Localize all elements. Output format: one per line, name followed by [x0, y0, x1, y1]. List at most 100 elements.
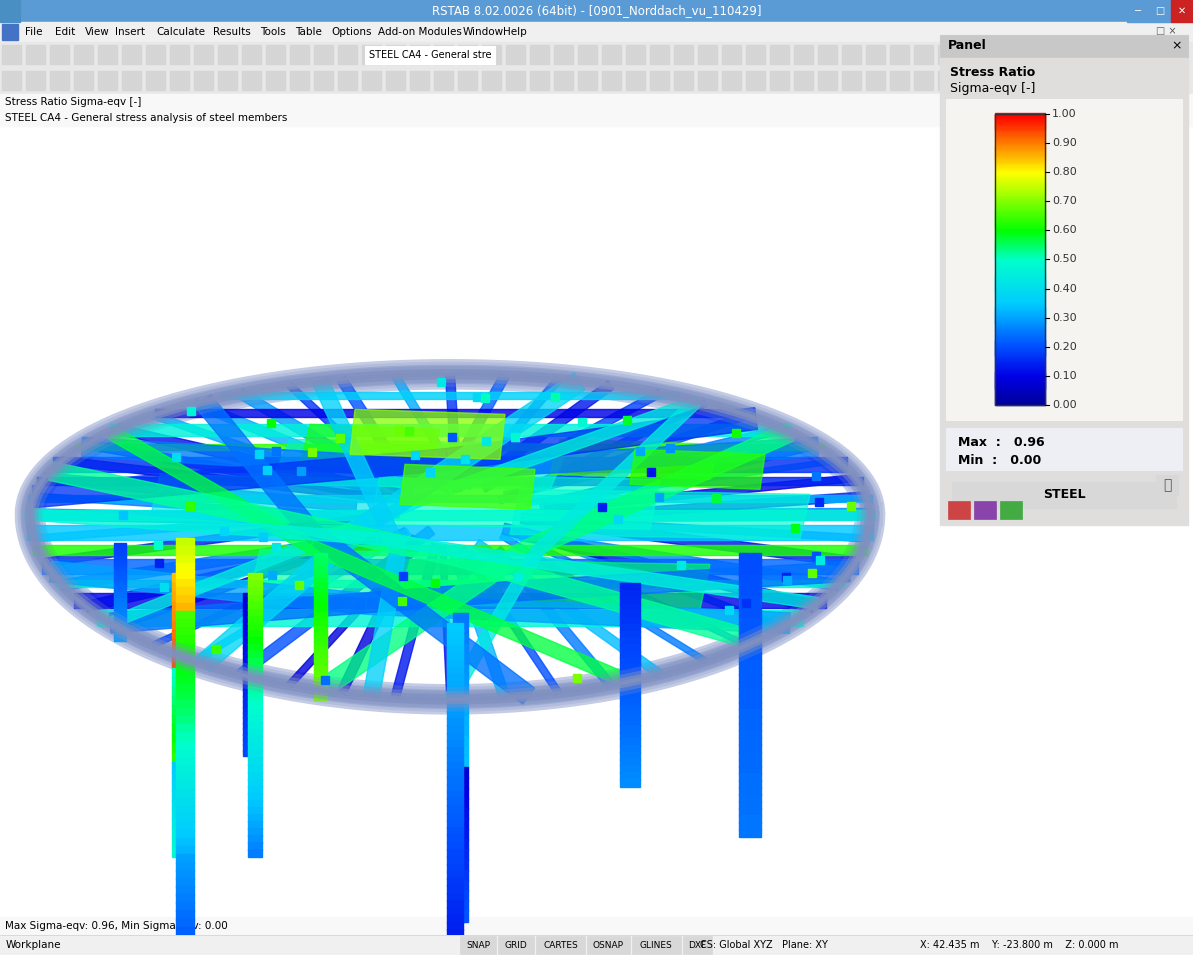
- Bar: [115, 572, 126, 577]
- Bar: [452, 808, 468, 819]
- Bar: [647, 468, 655, 477]
- Bar: [995, 268, 1045, 270]
- Bar: [741, 670, 759, 677]
- Polygon shape: [116, 532, 381, 629]
- Bar: [995, 396, 1045, 398]
- Bar: [995, 229, 1045, 230]
- Bar: [741, 647, 759, 653]
- Bar: [698, 71, 718, 91]
- Polygon shape: [545, 475, 857, 513]
- Text: Results: Results: [214, 27, 252, 37]
- Bar: [995, 173, 1045, 174]
- Bar: [177, 862, 194, 871]
- Bar: [50, 45, 70, 65]
- Bar: [995, 185, 1045, 187]
- Polygon shape: [364, 548, 406, 697]
- Bar: [995, 252, 1045, 254]
- Bar: [243, 690, 256, 697]
- Bar: [308, 448, 316, 456]
- Polygon shape: [237, 526, 434, 679]
- Bar: [452, 736, 468, 748]
- Bar: [995, 117, 1045, 118]
- Bar: [741, 717, 759, 725]
- Bar: [452, 654, 468, 666]
- Bar: [995, 385, 1045, 387]
- Bar: [248, 644, 262, 652]
- Bar: [50, 71, 70, 91]
- Bar: [177, 676, 194, 685]
- Bar: [995, 353, 1045, 354]
- Bar: [452, 613, 468, 625]
- Bar: [243, 750, 256, 756]
- Bar: [738, 787, 761, 795]
- Bar: [177, 651, 194, 661]
- Bar: [314, 568, 327, 574]
- Bar: [995, 164, 1045, 165]
- Bar: [995, 340, 1045, 341]
- Bar: [447, 805, 463, 814]
- Bar: [995, 329, 1045, 331]
- Text: Window: Window: [463, 27, 503, 37]
- Bar: [995, 209, 1045, 211]
- Bar: [410, 45, 429, 65]
- Text: ✕: ✕: [1177, 6, 1186, 16]
- Bar: [808, 569, 816, 577]
- Text: Stress Ratio: Stress Ratio: [950, 67, 1036, 79]
- Bar: [387, 71, 406, 91]
- Bar: [452, 860, 468, 871]
- Bar: [890, 45, 910, 65]
- Bar: [995, 275, 1045, 277]
- Bar: [447, 798, 463, 806]
- Bar: [248, 821, 262, 829]
- Bar: [995, 134, 1045, 136]
- Bar: [447, 638, 463, 647]
- Bar: [620, 657, 639, 666]
- Bar: [314, 631, 327, 637]
- Bar: [115, 637, 126, 642]
- Bar: [741, 605, 759, 612]
- Polygon shape: [538, 535, 784, 630]
- Bar: [741, 617, 759, 624]
- Bar: [218, 71, 237, 91]
- Bar: [177, 627, 194, 636]
- Bar: [177, 919, 194, 927]
- Bar: [314, 578, 327, 584]
- Bar: [177, 951, 194, 955]
- Bar: [995, 391, 1045, 393]
- Bar: [452, 910, 468, 922]
- Bar: [620, 765, 639, 774]
- Bar: [554, 71, 574, 91]
- Bar: [995, 338, 1045, 340]
- Bar: [115, 630, 126, 635]
- Bar: [172, 772, 188, 782]
- Bar: [452, 634, 468, 645]
- Bar: [266, 71, 286, 91]
- Text: GLINES: GLINES: [639, 941, 673, 949]
- Bar: [842, 45, 863, 65]
- Bar: [613, 515, 622, 523]
- Bar: [177, 684, 194, 693]
- Bar: [995, 165, 1045, 166]
- Bar: [738, 667, 761, 674]
- Bar: [995, 318, 1045, 320]
- Text: 0.70: 0.70: [1052, 197, 1077, 206]
- Bar: [738, 829, 761, 838]
- Bar: [248, 651, 262, 659]
- Bar: [738, 575, 761, 583]
- Bar: [26, 45, 47, 65]
- Polygon shape: [270, 439, 570, 489]
- Bar: [406, 427, 413, 435]
- Bar: [177, 539, 194, 547]
- Bar: [995, 115, 1045, 116]
- Bar: [818, 71, 837, 91]
- Bar: [98, 45, 118, 65]
- Polygon shape: [237, 389, 415, 500]
- Bar: [506, 45, 526, 65]
- Bar: [995, 365, 1045, 366]
- Bar: [995, 274, 1045, 276]
- Text: ×: ×: [1172, 39, 1182, 53]
- Bar: [995, 156, 1045, 157]
- Bar: [995, 191, 1045, 193]
- Bar: [0, 126, 1193, 935]
- Bar: [995, 367, 1045, 368]
